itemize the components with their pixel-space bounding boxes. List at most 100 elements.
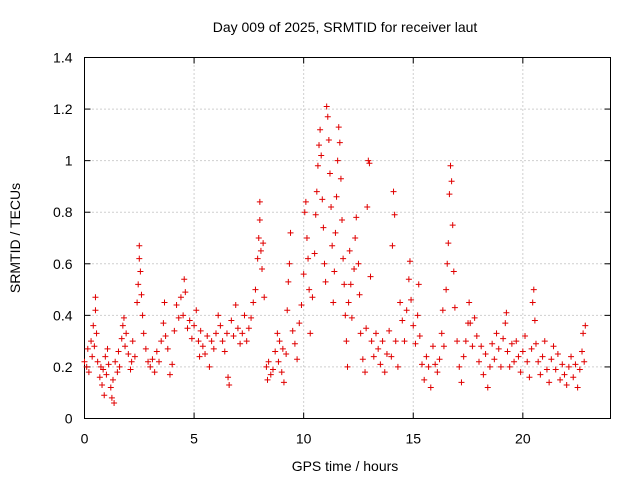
data-point bbox=[108, 394, 115, 401]
y-tick-label: 0.4 bbox=[53, 307, 73, 323]
data-point bbox=[410, 322, 417, 329]
data-point bbox=[104, 345, 111, 352]
data-point bbox=[326, 170, 333, 177]
data-point bbox=[401, 338, 408, 345]
data-point bbox=[471, 314, 478, 321]
data-point bbox=[548, 356, 555, 363]
data-point bbox=[193, 307, 200, 314]
data-point bbox=[332, 229, 339, 236]
data-point bbox=[372, 330, 379, 337]
data-point bbox=[362, 369, 369, 376]
data-point bbox=[85, 369, 92, 376]
data-point bbox=[213, 330, 219, 337]
data-point bbox=[576, 366, 583, 373]
data-point bbox=[421, 376, 428, 383]
data-point bbox=[543, 366, 550, 373]
data-point bbox=[127, 366, 134, 373]
data-point bbox=[285, 278, 292, 285]
data-point bbox=[286, 260, 293, 267]
data-point bbox=[535, 358, 542, 365]
data-point bbox=[582, 322, 589, 329]
data-point bbox=[291, 340, 298, 347]
data-point bbox=[142, 345, 149, 352]
data-point bbox=[223, 330, 230, 337]
data-point bbox=[353, 214, 360, 221]
data-point bbox=[296, 320, 303, 327]
data-point bbox=[232, 302, 239, 309]
data-point bbox=[197, 327, 204, 334]
data-point bbox=[149, 356, 156, 363]
data-point bbox=[495, 345, 502, 352]
data-point bbox=[425, 363, 432, 370]
data-point bbox=[337, 175, 344, 182]
data-point bbox=[444, 260, 451, 267]
y-tick-label: 1.2 bbox=[53, 101, 73, 117]
x-tick-label: 20 bbox=[515, 431, 531, 447]
data-point bbox=[522, 332, 529, 339]
data-point bbox=[397, 299, 404, 306]
data-point bbox=[546, 379, 553, 386]
data-point bbox=[539, 353, 546, 360]
data-point bbox=[112, 358, 119, 365]
data-point bbox=[115, 348, 122, 355]
data-point bbox=[511, 358, 518, 365]
data-point bbox=[394, 363, 401, 370]
data-point bbox=[552, 366, 559, 373]
data-point bbox=[563, 381, 570, 388]
data-point bbox=[195, 338, 202, 345]
grid-lines bbox=[84, 57, 611, 419]
data-point bbox=[279, 345, 286, 352]
data-point bbox=[274, 330, 281, 337]
data-point bbox=[301, 209, 308, 216]
data-point bbox=[225, 374, 232, 381]
data-point bbox=[276, 338, 283, 345]
data-point bbox=[392, 338, 399, 345]
x-tick-label: 10 bbox=[296, 431, 312, 447]
data-point bbox=[243, 338, 250, 345]
data-point bbox=[436, 356, 443, 363]
data-point bbox=[557, 376, 564, 383]
data-point bbox=[151, 369, 158, 376]
data-point bbox=[550, 343, 557, 350]
data-point bbox=[497, 363, 504, 370]
data-point bbox=[363, 325, 370, 332]
x-axis-label: GPS time / hours bbox=[292, 458, 399, 474]
data-point bbox=[162, 332, 169, 339]
data-point bbox=[119, 322, 126, 329]
data-point bbox=[94, 358, 101, 365]
data-point bbox=[447, 162, 454, 169]
data-point bbox=[181, 276, 188, 283]
data-point bbox=[128, 358, 135, 365]
data-point bbox=[93, 330, 100, 337]
data-point bbox=[366, 160, 373, 167]
data-point bbox=[208, 338, 215, 345]
data-point bbox=[504, 348, 511, 355]
data-point bbox=[355, 260, 362, 267]
data-point bbox=[352, 235, 359, 241]
data-point bbox=[120, 314, 127, 321]
data-point bbox=[256, 216, 263, 223]
data-point bbox=[513, 338, 520, 345]
data-point bbox=[570, 374, 577, 381]
data-point bbox=[381, 369, 388, 376]
data-point bbox=[367, 273, 374, 280]
data-point bbox=[438, 330, 445, 337]
data-point bbox=[503, 309, 510, 316]
data-point bbox=[443, 286, 450, 293]
data-point bbox=[109, 376, 116, 383]
data-point bbox=[245, 325, 252, 332]
data-point bbox=[347, 281, 354, 288]
data-point bbox=[323, 103, 330, 110]
data-point bbox=[554, 351, 561, 358]
data-point bbox=[107, 384, 114, 391]
data-point bbox=[484, 384, 491, 391]
data-point bbox=[580, 330, 587, 337]
data-point bbox=[164, 345, 171, 352]
y-axis-label: SRMTID / TECUs bbox=[7, 183, 23, 293]
data-point bbox=[171, 327, 178, 334]
data-point bbox=[537, 371, 544, 378]
data-point bbox=[303, 235, 310, 241]
data-point bbox=[581, 358, 588, 365]
data-point bbox=[383, 351, 390, 358]
data-point bbox=[334, 157, 341, 164]
